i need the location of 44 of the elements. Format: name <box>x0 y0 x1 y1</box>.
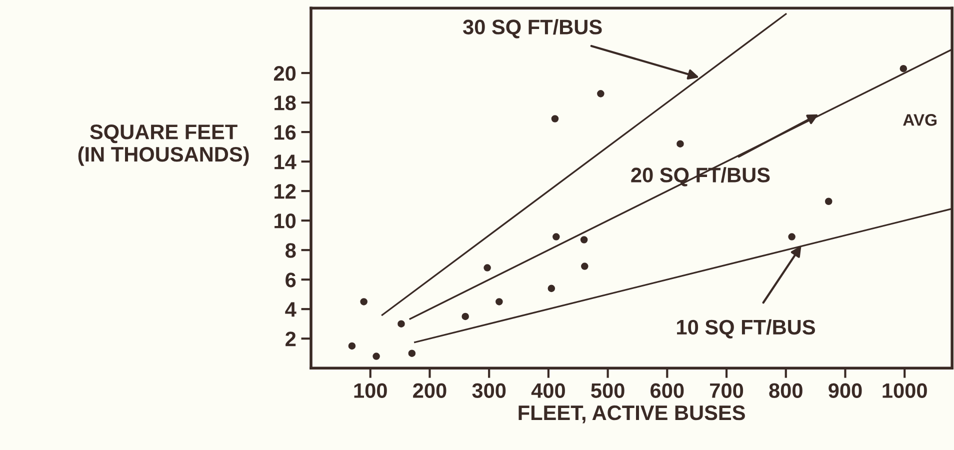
point <box>496 298 503 306</box>
point <box>548 284 556 292</box>
point <box>597 90 604 98</box>
y-tick-label: 2 <box>286 332 296 346</box>
point <box>580 236 588 244</box>
point <box>484 264 491 272</box>
x-tick-label: 200 <box>413 383 446 398</box>
x-tick-label: 1000 <box>882 383 927 398</box>
point <box>824 198 832 206</box>
y-tick-label: 10 <box>274 214 296 228</box>
point <box>462 312 469 320</box>
y-tick-label: 18 <box>274 96 296 110</box>
point <box>398 320 405 328</box>
point <box>372 352 380 360</box>
y-tick-label: 16 <box>274 125 296 140</box>
annotation: 20 SQ FT/BUS <box>631 167 770 186</box>
x-tick-label: 800 <box>769 383 802 398</box>
point <box>408 350 416 357</box>
point <box>788 233 796 240</box>
y-axis-title: SQUARE FEET (IN THOUSANDS) <box>78 124 249 166</box>
point <box>552 233 560 240</box>
annotation: AVG <box>903 114 936 126</box>
x-tick-label: 700 <box>710 383 744 398</box>
y-tick-label: 6 <box>286 272 296 288</box>
x-tick-label: 500 <box>591 383 624 398</box>
y-tick-label: 20 <box>274 66 296 81</box>
point <box>348 342 356 350</box>
y-tick-label: 8 <box>285 243 296 258</box>
point <box>360 298 368 306</box>
x-axis-title: FLEET, ACTIVE BUSES <box>518 405 745 424</box>
annotation: 10 SQ FT/BUS <box>677 319 815 338</box>
x-tick-label: 600 <box>650 383 684 398</box>
x-tick-label: 100 <box>354 383 387 398</box>
y-tick-label: 4 <box>285 302 296 317</box>
x-tick-label: 900 <box>828 383 862 398</box>
point <box>900 64 908 72</box>
annotation: 30 SQ FT/BUS <box>462 19 602 38</box>
point <box>676 140 684 148</box>
x-tick-label: 300 <box>472 383 506 398</box>
y-tick-label: 12 <box>274 184 296 199</box>
point <box>581 262 588 270</box>
x-tick-label: 400 <box>531 383 565 398</box>
y-tick-label: 14 <box>274 154 296 170</box>
point <box>551 115 559 122</box>
